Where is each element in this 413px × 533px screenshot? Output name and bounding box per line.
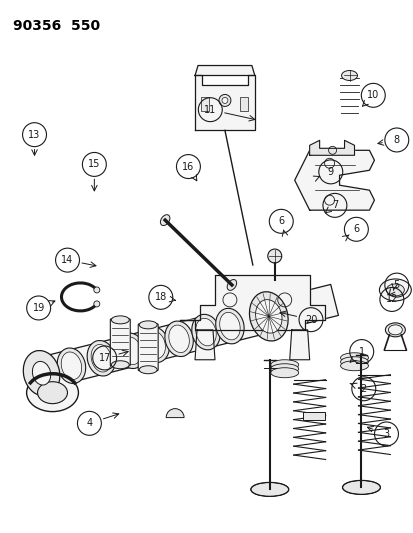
Text: 1: 1: [358, 346, 364, 357]
Polygon shape: [195, 76, 254, 131]
Text: 2: 2: [360, 384, 366, 394]
Ellipse shape: [57, 348, 85, 383]
Text: 14: 14: [61, 255, 74, 265]
FancyBboxPatch shape: [110, 319, 130, 366]
Ellipse shape: [191, 314, 220, 350]
Ellipse shape: [342, 480, 380, 495]
Ellipse shape: [340, 361, 368, 371]
Ellipse shape: [160, 215, 169, 225]
Ellipse shape: [378, 279, 411, 301]
Ellipse shape: [385, 284, 404, 296]
Text: 20: 20: [304, 314, 316, 325]
Ellipse shape: [385, 323, 404, 337]
Ellipse shape: [219, 312, 240, 340]
Text: 18: 18: [154, 292, 166, 302]
Polygon shape: [180, 275, 324, 330]
Ellipse shape: [139, 321, 157, 329]
Bar: [302, 411, 324, 419]
Ellipse shape: [270, 364, 298, 374]
Text: 90356  550: 90356 550: [13, 19, 100, 33]
Text: 6: 6: [278, 216, 284, 227]
Circle shape: [94, 287, 100, 293]
Polygon shape: [195, 66, 254, 76]
Text: 3: 3: [382, 429, 389, 439]
Circle shape: [94, 301, 100, 307]
Ellipse shape: [215, 309, 244, 344]
Ellipse shape: [270, 368, 298, 378]
Ellipse shape: [139, 366, 157, 374]
Polygon shape: [289, 330, 309, 360]
Ellipse shape: [341, 70, 357, 80]
Ellipse shape: [169, 325, 189, 352]
Text: 17: 17: [98, 353, 111, 363]
Wedge shape: [166, 409, 184, 417]
Text: 9: 9: [327, 167, 333, 177]
Text: 19: 19: [33, 303, 45, 313]
Ellipse shape: [267, 249, 281, 263]
Ellipse shape: [164, 321, 193, 357]
Ellipse shape: [111, 316, 129, 324]
Ellipse shape: [111, 361, 129, 369]
Polygon shape: [309, 140, 354, 155]
Ellipse shape: [23, 351, 60, 396]
Ellipse shape: [140, 327, 169, 362]
Bar: [239, 98, 247, 111]
Ellipse shape: [38, 382, 67, 403]
Circle shape: [218, 94, 230, 107]
Text: 15: 15: [88, 159, 100, 169]
Text: 5: 5: [393, 280, 399, 290]
Bar: [201, 98, 209, 111]
Ellipse shape: [249, 292, 287, 341]
Ellipse shape: [61, 352, 81, 379]
Ellipse shape: [121, 337, 141, 365]
Text: 10: 10: [366, 90, 378, 100]
Ellipse shape: [227, 279, 236, 290]
Ellipse shape: [91, 344, 112, 372]
Ellipse shape: [270, 360, 298, 370]
Text: 4: 4: [86, 418, 92, 429]
Text: 8: 8: [393, 135, 399, 145]
Text: 16: 16: [182, 161, 194, 172]
Text: 12: 12: [385, 294, 397, 304]
Polygon shape: [195, 330, 214, 360]
Text: 7: 7: [331, 200, 337, 211]
Ellipse shape: [387, 325, 401, 335]
Ellipse shape: [32, 361, 51, 385]
Polygon shape: [294, 150, 373, 210]
FancyBboxPatch shape: [138, 324, 158, 371]
Text: 11: 11: [204, 104, 216, 115]
Ellipse shape: [87, 341, 115, 376]
Ellipse shape: [145, 331, 165, 359]
Ellipse shape: [340, 357, 368, 367]
Ellipse shape: [117, 333, 145, 368]
Circle shape: [221, 98, 228, 103]
Text: 6: 6: [352, 224, 358, 235]
Ellipse shape: [195, 318, 216, 346]
Ellipse shape: [255, 300, 281, 333]
Ellipse shape: [26, 374, 78, 411]
Polygon shape: [32, 285, 337, 390]
Ellipse shape: [340, 353, 368, 363]
Text: 13: 13: [28, 130, 40, 140]
Ellipse shape: [250, 482, 288, 496]
